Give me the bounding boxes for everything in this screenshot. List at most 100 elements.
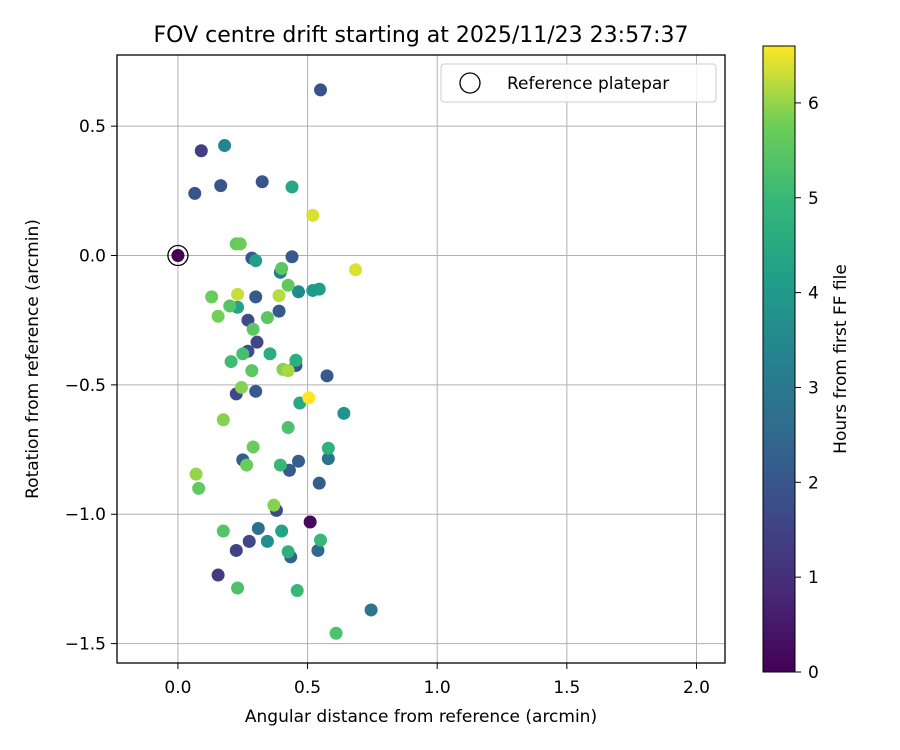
scatter-point <box>329 626 343 640</box>
colorbar-tick-label: 5 <box>808 189 819 209</box>
scatter-point <box>285 180 299 194</box>
scatter-point <box>216 524 230 538</box>
legend-box <box>440 63 717 103</box>
scatter-point <box>281 545 295 559</box>
scatter-point <box>281 421 295 435</box>
colorbar-label: Hours from first FF file <box>831 264 851 454</box>
scatter-point <box>281 278 295 292</box>
scatter-point <box>364 603 378 617</box>
scatter-point <box>236 347 250 361</box>
colorbar-tick-label: 1 <box>808 568 819 588</box>
y-axis-label: Rotation from reference (arcmin) <box>23 219 43 499</box>
scatter-point <box>306 208 320 222</box>
plot-area: 0.0 0.5 1.0 1.5 2.0 0.5 0.0 −0.5 −1.0 −1.5 <box>65 54 726 698</box>
scatter-point <box>249 290 263 304</box>
colorbar-tick-label: 6 <box>808 94 819 114</box>
scatter-point <box>189 467 203 481</box>
colorbar-tick-label: 3 <box>808 378 819 398</box>
x-tick-label: 2.0 <box>683 678 710 698</box>
scatter-point <box>285 250 299 264</box>
scatter-point <box>249 254 263 268</box>
scatter-point <box>267 498 281 512</box>
scatter-point <box>211 568 225 582</box>
y-tick-label: −1.5 <box>65 635 106 655</box>
colorbar-tick-label: 4 <box>808 284 819 304</box>
scatter-point <box>321 452 335 466</box>
y-tick-label: −1.0 <box>65 505 106 525</box>
scatter-point <box>218 139 232 153</box>
scatter-point <box>260 534 274 548</box>
scatter-point <box>312 476 326 490</box>
scatter-point <box>216 413 230 427</box>
scatter-point <box>275 261 289 275</box>
scatter-point <box>211 309 225 323</box>
scatter-point <box>229 543 243 557</box>
scatter-point <box>231 581 245 595</box>
x-tick-label: 1.5 <box>553 678 580 698</box>
colorbar: 0 1 2 3 4 5 6 Hours from first FF file <box>762 45 851 683</box>
scatter-point <box>263 347 277 361</box>
scatter-point <box>281 364 295 378</box>
colorbar-ticks: 0 1 2 3 4 5 6 <box>795 94 819 683</box>
scatter-point <box>321 441 335 455</box>
x-axis-label: Angular distance from reference (arcmin) <box>245 707 597 727</box>
legend-marker <box>459 72 481 94</box>
scatter-point <box>349 263 363 277</box>
scatter-point <box>242 534 256 548</box>
scatter-point <box>320 369 334 383</box>
scatter-point <box>250 335 264 349</box>
scatter-point <box>314 533 328 547</box>
scatter-point <box>245 364 259 378</box>
scatter-point <box>246 322 260 336</box>
legend-label: Reference platepar <box>507 74 669 94</box>
scatter-point <box>171 249 185 263</box>
scatter-points <box>171 83 378 640</box>
colorbar-tick-label: 2 <box>808 473 819 493</box>
scatter-point <box>188 186 202 200</box>
x-tick-label: 0.0 <box>164 678 191 698</box>
scatter-point <box>311 543 325 557</box>
x-axis-ticks: 0.0 0.5 1.0 1.5 2.0 <box>164 663 710 698</box>
scatter-point <box>303 515 317 529</box>
y-axis-ticks: 0.5 0.0 −0.5 −1.0 −1.5 <box>65 117 117 655</box>
scatter-point <box>255 175 269 189</box>
reference-platepar-marker <box>167 244 189 267</box>
reference-marker <box>167 244 189 267</box>
scatter-point <box>246 440 260 454</box>
chart-title: FOV centre drift starting at 2025/11/23 … <box>154 23 689 48</box>
scatter-point <box>192 481 206 495</box>
scatter-point <box>275 524 289 538</box>
scatter-point <box>314 83 328 97</box>
colorbar-tick-label: 0 <box>808 663 819 683</box>
scatter-point <box>272 289 286 303</box>
scatter-point <box>291 285 305 299</box>
y-tick-label: 0.5 <box>79 117 106 137</box>
scatter-point <box>224 355 238 369</box>
scatter-point <box>260 311 274 325</box>
scatter-point <box>205 290 219 304</box>
scatter-point <box>251 521 265 535</box>
scatter-point <box>312 282 326 296</box>
scatter-point <box>337 406 351 420</box>
scatter-point <box>289 353 303 367</box>
scatter-point <box>234 380 248 394</box>
scatter-point <box>223 299 237 313</box>
plot-frame <box>116 54 726 664</box>
scatter-point <box>302 391 316 405</box>
x-tick-label: 1.0 <box>424 678 451 698</box>
y-tick-label: −0.5 <box>65 376 106 396</box>
scatter-point <box>233 237 247 251</box>
scatter-point <box>194 144 208 158</box>
grid-lines <box>117 55 725 663</box>
scatter-point <box>272 304 286 318</box>
scatter-point <box>290 584 304 598</box>
scatter-point <box>231 287 245 301</box>
scatter-point <box>273 458 287 472</box>
scatter-point <box>240 458 254 472</box>
y-tick-label: 0.0 <box>79 247 106 267</box>
scatter-point <box>249 384 263 398</box>
scatter-point <box>214 179 228 193</box>
x-tick-label: 0.5 <box>294 678 321 698</box>
legend: Reference platepar <box>440 63 717 103</box>
